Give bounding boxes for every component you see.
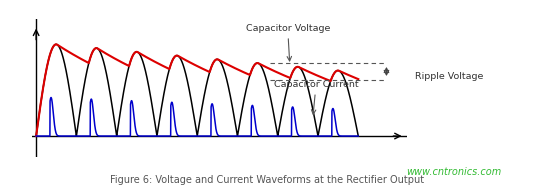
Text: Capacitor Current: Capacitor Current (274, 80, 358, 114)
Text: Capacitor Voltage: Capacitor Voltage (246, 24, 330, 61)
Text: www.cntronics.com: www.cntronics.com (407, 167, 502, 177)
Text: Ripple Voltage: Ripple Voltage (415, 72, 483, 81)
Text: Figure 6: Voltage and Current Waveforms at the Rectifier Output: Figure 6: Voltage and Current Waveforms … (110, 175, 425, 185)
